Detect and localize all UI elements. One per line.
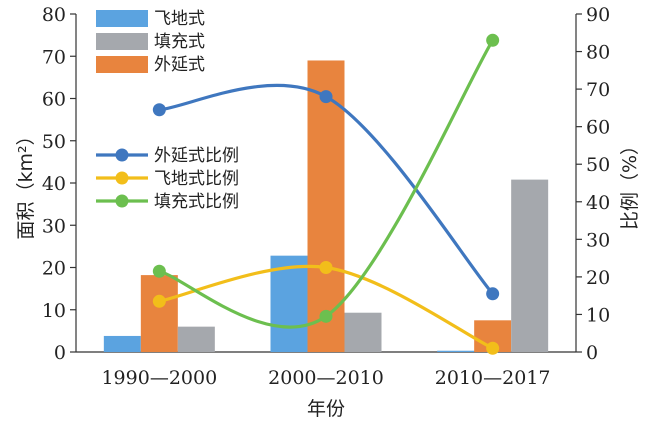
legend-label: 外延式: [154, 55, 205, 75]
point-外延式比例-2000—2010: [319, 90, 333, 104]
bar-填充式-1990—2000: [177, 326, 215, 352]
point-飞地式比例-2000—2010: [319, 261, 333, 274]
bar-飞地式-2000—2010: [270, 255, 308, 352]
point-填充式比例-1990—2000: [152, 264, 166, 278]
right-y-tick-label: 70: [586, 79, 610, 101]
left-y-tick-label: 10: [42, 300, 66, 322]
point-外延式比例-2010—2017: [486, 287, 500, 301]
right-y-axis-title: 比例（%）: [619, 136, 641, 230]
right-y-tick-label: 50: [586, 154, 610, 176]
point-飞地式比例-1990—2000: [152, 294, 166, 308]
left-y-tick-label: 50: [42, 131, 66, 153]
right-y-tick-label: 40: [586, 192, 610, 214]
legend-marker-填充式比例: [115, 194, 129, 208]
legend-label: 飞地式比例: [154, 169, 239, 189]
left-y-ticks: 0 10 20 30 40 50 60 70 80: [42, 4, 76, 364]
x-tick-label: 1990—2000: [101, 367, 217, 389]
legend-label: 填充式比例: [154, 192, 239, 212]
legend-marker-飞地式比例: [115, 171, 129, 185]
left-y-tick-label: 30: [42, 215, 66, 237]
right-y-tick-label: 30: [586, 229, 610, 251]
right-y-tick-label: 80: [586, 42, 610, 64]
right-y-tick-label: 0: [586, 342, 598, 364]
legend-swatch-外延式: [96, 56, 148, 73]
bar-填充式-2010—2017: [511, 179, 549, 352]
line-填充式比例: [158, 39, 495, 329]
right-y-tick-label: 90: [586, 4, 610, 26]
legend-label: 飞地式: [154, 9, 205, 29]
point-飞地式比例-2010—2017: [486, 341, 500, 355]
x-tick-label: 2000—2010: [268, 367, 384, 389]
left-y-tick-label: 20: [42, 258, 66, 280]
right-y-tick-label: 10: [586, 304, 610, 326]
bar-飞地式-2010—2017: [437, 350, 475, 352]
x-tick-labels: 1990—2000 2000—2010 2010—2017: [101, 367, 550, 389]
legend-swatch-填充式: [96, 33, 148, 50]
left-y-tick-label: 0: [54, 342, 66, 364]
right-y-ticks: 0 10 20 30 40 50 60 70 80 90: [576, 4, 610, 364]
legend-label: 填充式: [154, 32, 205, 52]
bar-飞地式-1990—2000: [103, 335, 141, 352]
left-y-axis-title: 面积（km²）: [15, 126, 37, 239]
left-y-tick-label: 40: [42, 173, 66, 195]
right-y-tick-label: 20: [586, 267, 610, 289]
left-y-tick-label: 70: [42, 46, 66, 68]
point-填充式比例-2010—2017: [486, 33, 500, 47]
point-外延式比例-1990—2000: [152, 103, 166, 117]
bar-外延式-2000—2010: [307, 60, 345, 352]
bar-外延式-1990—2000: [140, 275, 178, 352]
left-y-tick-label: 60: [42, 89, 66, 111]
legend-marker-外延式比例: [115, 148, 129, 162]
right-y-tick-label: 60: [586, 117, 610, 139]
x-tick-label: 2010—2017: [435, 367, 551, 389]
x-axis-title: 年份: [307, 398, 345, 420]
bar-填充式-2000—2010: [344, 312, 382, 352]
legend-label: 外延式比例: [154, 146, 239, 166]
bars: [103, 60, 549, 352]
left-y-tick-label: 80: [42, 4, 66, 26]
legend-swatch-飞地式: [96, 10, 148, 27]
lines: [152, 33, 500, 355]
point-填充式比例-2000—2010: [319, 309, 333, 323]
